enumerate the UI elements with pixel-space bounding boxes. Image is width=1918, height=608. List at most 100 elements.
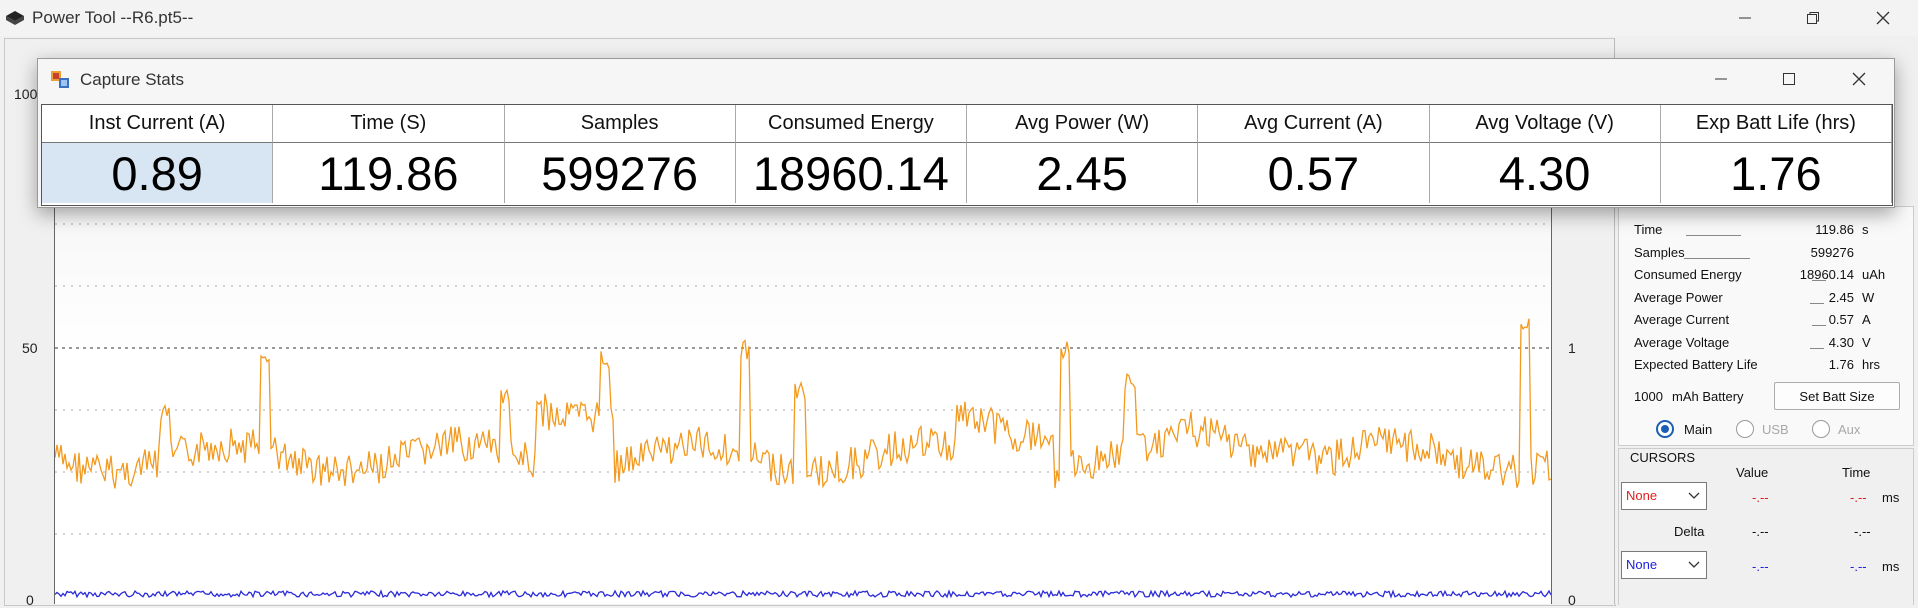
stat-value: 2.45 [1828, 289, 1854, 305]
cursors-group [1618, 448, 1914, 605]
stat-label: Consumed Energy [1634, 267, 1742, 282]
radio-aux[interactable] [1812, 420, 1830, 438]
stat-unit: V [1862, 334, 1871, 350]
minimize-icon [1739, 17, 1751, 19]
waveform-canvas [55, 223, 1551, 599]
leader-line [1810, 302, 1824, 304]
capture-stat-value[interactable]: 1.76 [1661, 143, 1892, 203]
right-axis-tick-mid: 1 [1568, 340, 1576, 356]
set-batt-size-button[interactable]: Set Batt Size [1774, 382, 1900, 410]
stat-row: Average Current 0.57 A [1634, 312, 1871, 332]
capture-stat-header: Samples [504, 105, 736, 143]
minimize-icon [1715, 78, 1727, 80]
stat-value: 119.86 [1815, 222, 1854, 237]
capture-stat-value[interactable]: 4.30 [1430, 143, 1661, 203]
radio-usb-label: USB [1762, 422, 1789, 437]
restore-icon [1807, 12, 1819, 24]
radio-usb[interactable] [1736, 420, 1754, 438]
secondary-trace [55, 589, 1551, 599]
cursor2-select[interactable]: None [1621, 551, 1707, 579]
stat-label: Time [1634, 222, 1663, 237]
stat-label: Expected Battery Life [1634, 357, 1758, 372]
capture-minimize-button[interactable] [1698, 65, 1744, 93]
left-axis-tick-mid: 50 [22, 340, 38, 356]
capture-stats-window[interactable]: Capture Stats Inst Current (A) Time (S) Sa… [37, 58, 1895, 208]
left-axis-tick-top: 100 [14, 86, 38, 102]
delta-label: Delta [1674, 524, 1705, 539]
stat-unit: A [1862, 312, 1871, 327]
capture-stat-header: Avg Power (W) [967, 105, 1199, 143]
cursor1-select-value: None [1626, 488, 1658, 503]
capture-stat-header: Consumed Energy [735, 105, 967, 143]
window-title: Power Tool --R6.pt5-- [32, 8, 194, 27]
current-plot[interactable] [54, 190, 1552, 604]
capture-stat-value[interactable]: 0.57 [1198, 143, 1430, 203]
stat-value: 4.30 [1828, 334, 1854, 350]
capture-stats-table: Inst Current (A) Time (S) Samples Consumed … [41, 104, 1893, 206]
right-axis-tick-bottom: 0 [1568, 592, 1576, 608]
radio-main-label: Main [1684, 422, 1713, 437]
stat-label: Average Current [1634, 312, 1730, 327]
stat-value: 1.76 [1828, 357, 1854, 372]
minimize-button[interactable] [1722, 4, 1768, 32]
radio-aux-label: Aux [1838, 422, 1861, 437]
cursor1-value: -.-- [1752, 490, 1769, 505]
stat-row: Average Voltage 4.30 V [1634, 334, 1871, 355]
cursors-title: CURSORS [1630, 450, 1696, 465]
cursor1-select[interactable]: None [1621, 482, 1707, 510]
capture-stat-value[interactable]: 599276 [505, 143, 736, 203]
leader-line [1686, 235, 1741, 236]
leader-line [1812, 280, 1826, 281]
capture-stat-value[interactable]: 2.45 [967, 143, 1199, 203]
capture-stat-value[interactable]: 0.89 [42, 143, 274, 203]
capture-stat-value[interactable]: 18960.14 [736, 143, 967, 203]
cursors-time-header: Time [1842, 465, 1871, 480]
close-icon [1876, 11, 1890, 25]
maximize-icon [1783, 73, 1795, 85]
stat-row: Average Power 2.45 W [1634, 289, 1874, 310]
capture-maximize-button[interactable] [1766, 65, 1812, 93]
capture-stat-header: Avg Current (A) [1198, 105, 1430, 143]
delta-time: -.-- [1854, 524, 1871, 539]
stat-row: Expected Battery Life 1.76 hrs [1634, 357, 1880, 377]
restore-button[interactable] [1790, 4, 1836, 32]
cursor2-value: -.-- [1752, 559, 1769, 574]
cursor1-unit: ms [1882, 490, 1900, 505]
stat-row: Samples 599276 [1634, 245, 1854, 265]
battery-capacity: 1000 [1634, 389, 1663, 404]
chart-app-icon [51, 71, 69, 88]
capture-stats-title-bar[interactable]: Capture Stats [38, 59, 1894, 103]
stat-unit: W [1862, 289, 1875, 305]
stat-row: Consumed Energy 18960.14 uAh [1634, 267, 1885, 287]
capture-stat-header: Time (S) [273, 105, 505, 143]
main-current-trace [55, 318, 1551, 489]
close-icon [1852, 72, 1866, 86]
cursor2-unit: ms [1882, 559, 1900, 574]
stat-row: Time 119.86 s [1634, 222, 1869, 242]
leader-line [1684, 257, 1750, 259]
cursor2-time: -.-- [1850, 559, 1867, 574]
capture-stat-header: Avg Voltage (V) [1429, 105, 1661, 143]
cursor2-select-value: None [1626, 557, 1658, 572]
stat-value: 599276 [1810, 244, 1854, 260]
stat-value: 18960.14 [1799, 267, 1854, 282]
chevron-down-icon [1688, 492, 1700, 499]
stat-label: Samples [1634, 244, 1685, 260]
radio-main[interactable] [1656, 420, 1674, 438]
capture-stat-value[interactable]: 119.86 [273, 143, 505, 203]
stat-unit: uAh [1862, 267, 1886, 282]
delta-value: -.-- [1752, 524, 1769, 539]
leader-line [1810, 347, 1824, 349]
capture-close-button[interactable] [1836, 65, 1882, 93]
chevron-down-icon [1688, 561, 1700, 568]
capture-stat-header: Inst Current (A) [42, 105, 274, 143]
stat-label: Average Power [1634, 289, 1723, 305]
cursor1-time: -.-- [1850, 490, 1867, 505]
app-icon [6, 11, 24, 25]
leader-line [1812, 325, 1826, 326]
title-bar: Power Tool --R6.pt5-- [0, 0, 1918, 36]
battery-unit-label: mAh Battery [1672, 389, 1744, 404]
capture-stat-header: Exp Batt Life (hrs) [1660, 105, 1892, 143]
stat-value: 0.57 [1828, 312, 1854, 327]
close-button[interactable] [1860, 4, 1906, 32]
